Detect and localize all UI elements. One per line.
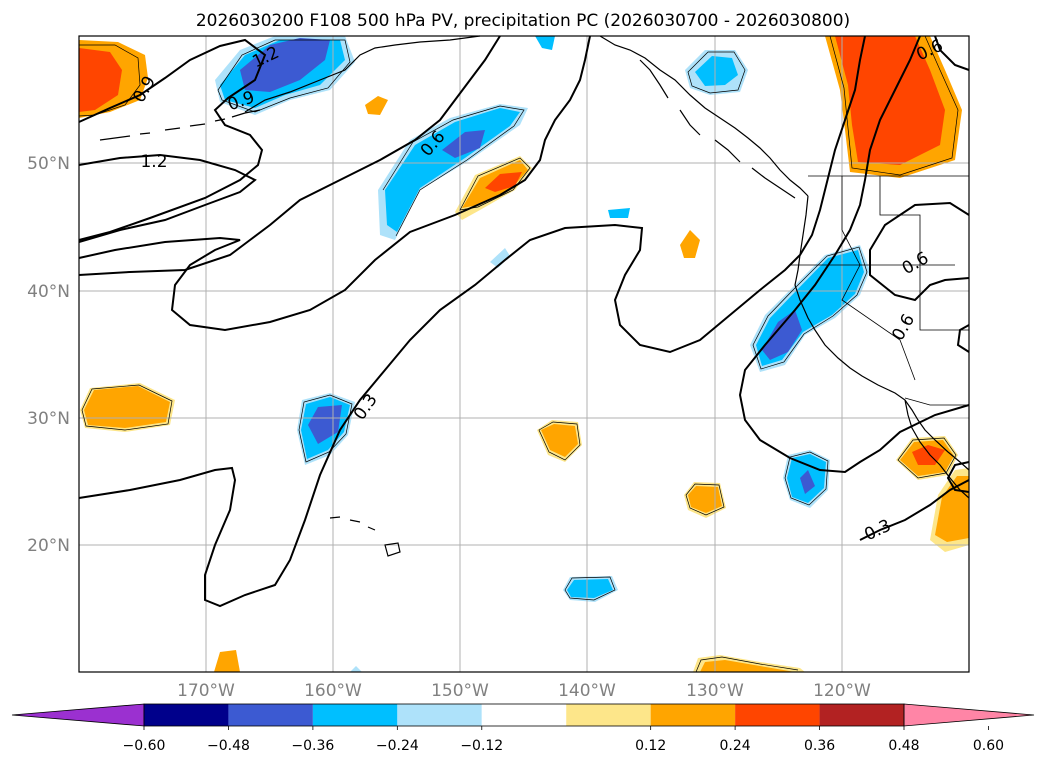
precip-outline-baja — [897, 437, 957, 479]
colorbar-tick-label: −0.48 — [207, 738, 250, 754]
precip-outline-142w — [538, 421, 581, 461]
colorbar-segment — [228, 704, 313, 726]
pv-contour-0-9-upper — [78, 38, 267, 241]
lat-tick-label: 20°N — [27, 536, 70, 556]
colorbar-segment — [566, 704, 651, 726]
precip-outline-124w — [784, 451, 829, 506]
precip-outline-goa-north — [217, 39, 351, 113]
precip-fills — [79, 36, 969, 672]
colorbar-segment — [312, 704, 398, 726]
border-state-lines — [790, 176, 969, 381]
precip-outline-canada — [829, 35, 959, 176]
lon-tick-label: 170°W — [177, 681, 235, 701]
lat-tick-label: 40°N — [27, 282, 70, 302]
precip-region-bottom-170w-positive — [214, 650, 240, 672]
colorbar-extend-min — [11, 703, 145, 727]
precip-region-140w-16n-negative-core — [567, 579, 613, 598]
precip-outline-california — [752, 246, 868, 370]
pv-contour-1-2-upper — [78, 153, 257, 243]
coast-bc-islands — [639, 59, 796, 199]
pv-contour-ne-corner — [934, 35, 970, 71]
lat-axis-labels: 50°N 40°N 30°N 20°N — [27, 154, 70, 556]
pv-contour-0-9-main — [78, 35, 591, 332]
precip-region-mexico-positive-core — [935, 476, 969, 542]
coast-panhandle-bc — [599, 35, 809, 197]
precip-region-nw-positive-core — [79, 48, 122, 112]
colorbar-tick-label: 0.24 — [720, 738, 751, 754]
colorbar-segment — [735, 704, 820, 726]
colorbar-tick-label: −0.24 — [376, 738, 419, 754]
pv-label: 1.2 — [140, 152, 167, 172]
lat-tick-label: 50°N — [27, 154, 70, 174]
precip-region-small-146w-negative — [490, 248, 510, 268]
pv-contours — [78, 35, 970, 608]
precip-region-goa-north-negative-core — [240, 38, 330, 92]
colorbar-segment — [481, 704, 567, 726]
lon-tick-label: 140°W — [558, 681, 616, 701]
lat-tick-label: 30°N — [27, 409, 70, 429]
precip-outline-panhandle — [687, 51, 746, 94]
colorbar-extend-max — [903, 703, 1035, 727]
precip-outlines — [78, 35, 959, 673]
precip-outline-mid-gulf-positive — [459, 157, 531, 211]
precip-outline-bottom-130w — [695, 656, 799, 673]
precip-region-142w-positive-core — [541, 424, 578, 457]
precip-region-mid-gulf-positive-core — [485, 172, 522, 192]
precip-region-bottom-157w-negative — [350, 666, 362, 672]
lon-tick-label: 160°W — [304, 681, 362, 701]
precip-region-small-north-negative — [535, 36, 555, 50]
pv-contour-0-3-east — [738, 35, 970, 474]
colorbar-tick-label: −0.60 — [123, 738, 166, 754]
colorbar-frame — [143, 703, 905, 727]
precip-region-130w-positive-core — [688, 486, 722, 513]
precip-region-mid-gulf-negative-mid — [385, 108, 520, 232]
border-us-mexico — [904, 397, 969, 406]
colorbar-segment — [650, 704, 736, 726]
precip-region-baja-positive-core — [912, 445, 945, 465]
precip-region-124w-25n-negative-core — [800, 470, 815, 494]
precip-outline-130w — [685, 483, 725, 516]
pv-contour-0-3 — [78, 35, 866, 608]
pv-contour-0-6-main — [78, 35, 501, 276]
map-background — [79, 36, 969, 672]
precip-region-small-133w-positive — [680, 230, 700, 258]
precip-outline-140w-16n — [564, 576, 616, 601]
colorbar-segment — [819, 704, 904, 726]
chart-title: 2026030200 F108 500 hPa PV, precipitatio… — [196, 11, 850, 31]
precip-region-small-140w-negative — [608, 208, 630, 218]
lon-tick-label: 120°W — [813, 681, 871, 701]
pv-contour-0-3-southeast2 — [946, 461, 970, 493]
lon-tick-label: 150°W — [431, 681, 489, 701]
pv-contour-0-6-east — [869, 201, 970, 302]
coast-hawaii — [329, 516, 401, 557]
map-area: 1.2 0.9 1.2 0.9 0.6 0.3 0.6 0.6 0.3 0.6 — [78, 35, 970, 673]
coast-aleutians — [99, 109, 261, 141]
gridlines — [79, 36, 969, 672]
colorbar — [11, 703, 1035, 730]
map-frame — [78, 35, 970, 673]
precip-region-bottom-130w-positive-core — [700, 660, 795, 672]
colorbar-tick-label: 0.60 — [973, 738, 1004, 754]
precip-outline-hawaii-north — [298, 394, 353, 463]
precip-outline-mid-gulf-negative — [382, 105, 525, 237]
colorbar-tick-label: 0.36 — [804, 738, 835, 754]
precip-region-small-yellow — [365, 96, 388, 115]
colorbar-labels: −0.60 −0.48 −0.36 −0.24 −0.12 0.12 0.24 … — [123, 738, 1004, 754]
colorbar-segment — [397, 704, 482, 726]
colorbar-segment — [144, 704, 229, 726]
pv-contour-0-6-east2 — [956, 324, 970, 353]
lon-tick-label: 130°W — [686, 681, 744, 701]
lon-axis-labels: 170°W 160°W 150°W 140°W 130°W 120°W — [177, 681, 871, 701]
coast-alaska-south — [244, 35, 481, 113]
precip-region-mid-gulf-negative-core — [442, 130, 485, 158]
colorbar-tick-label: −0.36 — [291, 738, 334, 754]
colorbar-tick-label: −0.12 — [460, 738, 503, 754]
precip-region-panhandle-negative-core — [695, 56, 738, 86]
colorbar-tick-label: 0.12 — [635, 738, 666, 754]
precip-region-california-negative-core — [762, 310, 802, 360]
colorbar-tick-label: 0.48 — [888, 738, 919, 754]
precip-outline-west-30n — [81, 384, 173, 431]
